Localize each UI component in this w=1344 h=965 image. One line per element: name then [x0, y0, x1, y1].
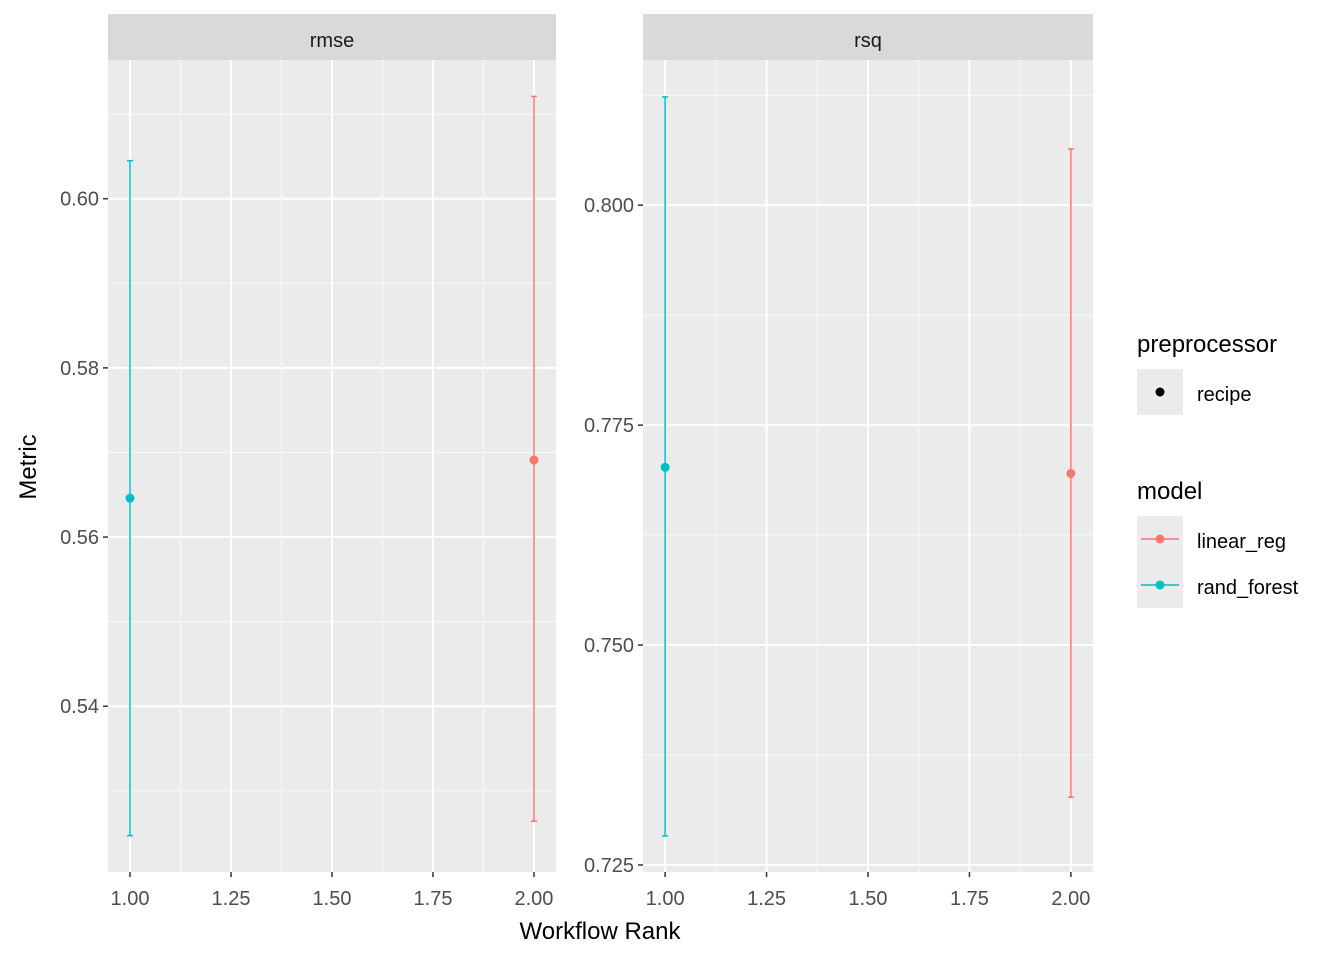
point-rand-forest — [660, 462, 670, 472]
x-tick-label: 1.75 — [414, 888, 453, 910]
y-tick-label: 0.725 — [584, 855, 634, 877]
legend-title-model: model — [1137, 478, 1202, 505]
legend-point-linear-reg — [1155, 534, 1165, 544]
point-rand-forest — [125, 493, 135, 503]
legend-title-preprocessor: preprocessor — [1137, 331, 1277, 358]
y-tick-label: 0.54 — [60, 696, 99, 718]
legend-label-recipe: recipe — [1197, 384, 1251, 406]
y-axis-title: Metric — [15, 434, 42, 499]
facet-strip-label: rmse — [310, 30, 354, 52]
facet-strip — [108, 14, 556, 60]
legend-point-recipe — [1155, 387, 1165, 397]
facet-strip — [643, 14, 1093, 60]
x-tick-label: 1.25 — [212, 888, 251, 910]
y-tick-label: 0.775 — [584, 415, 634, 437]
x-tick-label: 2.00 — [515, 888, 554, 910]
y-tick-label: 0.60 — [60, 189, 99, 211]
x-tick-label: 1.75 — [950, 888, 989, 910]
x-tick-label: 1.50 — [313, 888, 352, 910]
legend-point-rand-forest — [1155, 580, 1165, 590]
x-tick-label: 1.00 — [646, 888, 685, 910]
x-tick-label: 1.25 — [747, 888, 786, 910]
y-tick-label: 0.58 — [60, 358, 99, 380]
y-tick-label: 0.56 — [60, 527, 99, 549]
legend: preprocessor recipe model linear_reg ran… — [1137, 331, 1299, 608]
point-linear-reg — [1066, 468, 1076, 478]
facet-rsq: rsq 0.725 0.750 0.775 0.800 1.00 1.25 1.50 1.75 2… — [584, 14, 1093, 910]
y-tick-label: 0.750 — [584, 635, 634, 657]
point-linear-reg — [529, 455, 539, 465]
x-axis-title: Workflow Rank — [520, 918, 682, 945]
facet-rmse: rmse 0.54 0.56 0.58 0.60 1.00 1.25 1.50 1.75 2.00 — [60, 14, 556, 910]
y-tick-label: 0.800 — [584, 195, 634, 217]
legend-label-linear-reg: linear_reg — [1197, 531, 1286, 553]
x-tick-label: 1.50 — [849, 888, 888, 910]
facet-strip-label: rsq — [854, 30, 882, 52]
legend-label-rand-forest: rand_forest — [1197, 577, 1299, 599]
x-tick-label: 2.00 — [1051, 888, 1090, 910]
x-tick-label: 1.00 — [111, 888, 150, 910]
